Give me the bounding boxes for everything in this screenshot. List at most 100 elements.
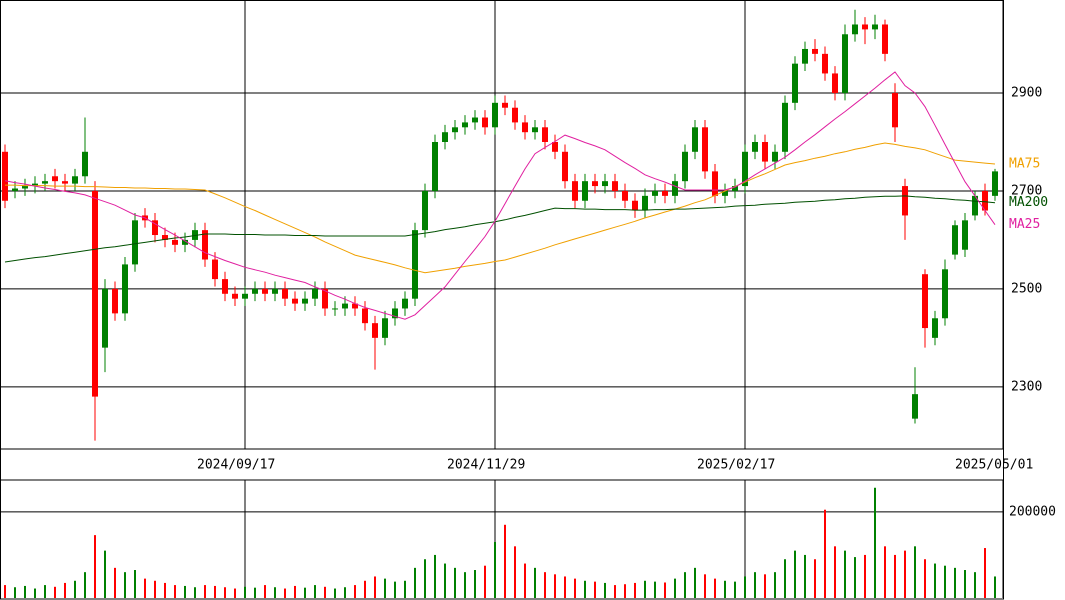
candle-body xyxy=(152,220,158,236)
candle-body xyxy=(42,181,48,184)
volume-bar xyxy=(954,567,956,598)
volume-bar xyxy=(184,585,186,598)
candle-body xyxy=(492,102,498,128)
candle-body xyxy=(342,303,348,309)
candle-body xyxy=(322,288,328,309)
candle-body xyxy=(372,323,378,338)
volume-bar xyxy=(894,554,896,598)
volume-bar xyxy=(104,550,106,598)
candle-body xyxy=(72,176,78,184)
candle-body xyxy=(52,176,58,182)
volume-bar xyxy=(174,585,176,598)
volume-bar xyxy=(474,570,476,598)
volume-bar xyxy=(524,563,526,598)
volume-bar xyxy=(634,582,636,598)
volume-bar xyxy=(744,576,746,598)
candle-body xyxy=(82,151,88,177)
volume-bar xyxy=(964,570,966,598)
candle-body xyxy=(272,288,278,294)
volume-frame xyxy=(0,479,1004,600)
candle-body xyxy=(972,195,978,216)
candle-body xyxy=(312,288,318,299)
candle-body xyxy=(572,181,578,201)
candle-body xyxy=(872,24,878,30)
volume-bar xyxy=(274,587,276,598)
candle-body xyxy=(582,181,588,201)
volume-bar xyxy=(544,572,546,598)
candle-body xyxy=(702,127,708,172)
volume-bar xyxy=(714,578,716,598)
candle-body xyxy=(602,181,608,187)
volume-bar xyxy=(784,559,786,598)
volume-bar xyxy=(94,535,96,598)
candle-body xyxy=(982,190,988,211)
volume-bar xyxy=(764,574,766,598)
volume-bar xyxy=(354,585,356,598)
volume-bar xyxy=(34,588,36,598)
volume-bar xyxy=(514,546,516,598)
volume-bar xyxy=(534,567,536,598)
candle-body xyxy=(612,181,618,191)
candle-body xyxy=(92,190,98,397)
volume-bar xyxy=(834,546,836,598)
legend-label: MA75 xyxy=(1009,157,1040,172)
volume-bar xyxy=(704,574,706,598)
candle-body xyxy=(852,24,858,35)
volume-bar xyxy=(644,580,646,598)
volume-bar xyxy=(574,578,576,598)
volume-bar xyxy=(394,581,396,598)
candle-body xyxy=(132,220,138,265)
volume-bar xyxy=(884,546,886,598)
volume-bar xyxy=(134,570,136,598)
candle-body xyxy=(812,48,818,54)
candle-body xyxy=(22,186,28,189)
y-tick-label: 2300 xyxy=(1011,379,1042,394)
candle-body xyxy=(862,24,868,30)
candle-body xyxy=(502,102,508,108)
candle-body xyxy=(992,171,998,196)
volume-bar xyxy=(484,565,486,598)
candle-body xyxy=(882,24,888,54)
volume-bar xyxy=(844,550,846,598)
x-tick-label: 2024/09/17 xyxy=(197,458,275,473)
volume-bar xyxy=(14,587,16,598)
volume-bar xyxy=(654,581,656,598)
volume-bar xyxy=(114,567,116,598)
candle-body xyxy=(12,188,18,191)
volume-bar xyxy=(664,582,666,598)
candle-body xyxy=(742,151,748,187)
volume-bar xyxy=(854,557,856,598)
candle-body xyxy=(912,394,918,419)
volume-bar xyxy=(824,509,826,598)
volume-bar xyxy=(224,587,226,598)
candle-body xyxy=(542,127,548,142)
candle-body xyxy=(122,264,128,314)
candle-body xyxy=(662,190,668,196)
volume-bar xyxy=(314,585,316,598)
candle-body xyxy=(472,117,478,123)
candle-body xyxy=(222,279,228,294)
candle-body xyxy=(392,308,398,319)
volume-bar xyxy=(334,588,336,598)
volume-bar xyxy=(694,567,696,598)
candle-body xyxy=(252,288,258,294)
volume-bar xyxy=(254,587,256,598)
candle-body xyxy=(922,274,928,329)
volume-bar xyxy=(364,580,366,598)
candle-body xyxy=(562,151,568,182)
y-tick-label: 2700 xyxy=(1011,183,1042,198)
volume-bar xyxy=(244,586,246,598)
candle-body xyxy=(962,220,968,250)
volume-bar xyxy=(124,572,126,598)
candle-body xyxy=(932,318,938,338)
volume-bar xyxy=(754,572,756,598)
candle-body xyxy=(532,127,538,133)
volume-bar xyxy=(464,572,466,598)
volume-bar xyxy=(344,587,346,598)
volume-bar xyxy=(154,580,156,598)
volume-bar xyxy=(624,584,626,598)
volume-bar xyxy=(794,550,796,598)
volume-bar xyxy=(384,578,386,598)
candle-body xyxy=(772,151,778,162)
volume-bar xyxy=(4,585,6,598)
